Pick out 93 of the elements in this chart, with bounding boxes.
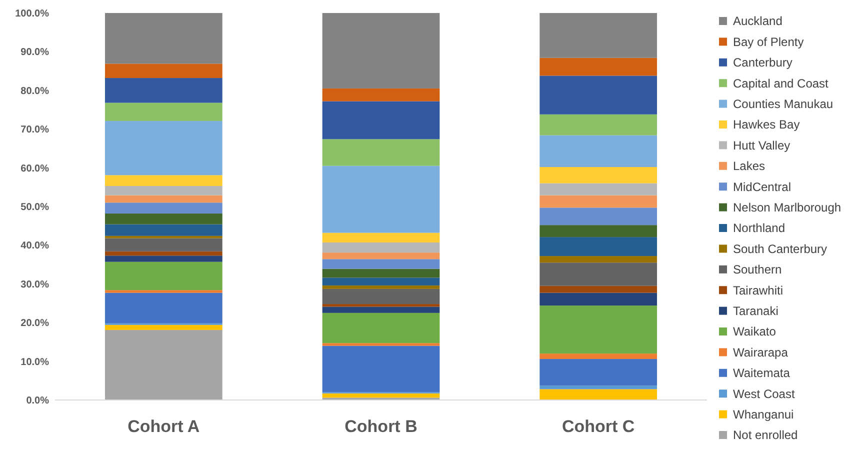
bar — [540, 306, 658, 354]
bar — [540, 354, 658, 359]
bar — [540, 262, 658, 286]
y-tick-label: 0.0% — [26, 396, 50, 406]
legend-label: Southern — [733, 262, 782, 277]
bar — [104, 202, 222, 214]
bar — [104, 175, 222, 186]
bar — [540, 237, 658, 256]
legend-label: Canterbury — [733, 56, 792, 70]
bar — [540, 208, 658, 226]
legend-label: Whanganui — [733, 408, 794, 422]
legend-label: Auckland — [733, 14, 782, 28]
bar — [322, 166, 440, 233]
legend-label: Taranaki — [733, 304, 778, 318]
bar — [104, 256, 222, 262]
bar — [104, 78, 222, 103]
bar — [540, 386, 658, 390]
legend-label: Counties Manukau — [733, 97, 834, 111]
y-tick-label: 70.0% — [20, 124, 50, 136]
bar — [540, 256, 658, 263]
bar — [104, 330, 222, 400]
bar — [322, 242, 440, 253]
bar — [104, 224, 222, 236]
bar — [540, 183, 658, 196]
y-tick-label: 30.0% — [20, 279, 50, 290]
x-tick-label: Cohort B — [344, 417, 418, 436]
legend-label: Tairawhiti — [733, 283, 784, 298]
bar — [104, 290, 222, 293]
legend-label: Bay of Plenty — [733, 34, 804, 49]
bar — [322, 285, 440, 289]
bar — [322, 252, 440, 260]
y-tick-label: 50.0% — [20, 202, 50, 213]
y-tick-label: 80.0% — [20, 86, 50, 97]
bar — [104, 213, 222, 224]
bar — [540, 76, 658, 114]
bar — [104, 262, 222, 290]
legend-label: Northland — [733, 221, 786, 236]
bar — [540, 358, 658, 386]
bar — [540, 13, 658, 58]
bar — [540, 286, 658, 293]
bar — [322, 288, 440, 304]
bar — [540, 292, 658, 306]
bar — [540, 114, 658, 136]
bar — [104, 292, 222, 324]
bar — [322, 306, 440, 313]
legend-label: Not enrolled — [733, 428, 798, 442]
bar — [322, 304, 440, 307]
bar — [540, 195, 658, 208]
bar — [540, 167, 658, 184]
bar — [322, 259, 440, 269]
bar — [322, 393, 440, 398]
bar — [540, 225, 658, 238]
bar — [104, 195, 222, 203]
legend-label: Nelson Marlborough — [733, 200, 842, 214]
legend-label: Capital and Coast — [733, 76, 830, 90]
bar — [540, 389, 658, 400]
bar — [322, 101, 440, 140]
y-tick-label: 100.0% — [15, 8, 50, 20]
y-tick-label: 60.0% — [20, 163, 50, 174]
legend-label: MidCentral — [733, 180, 792, 194]
bar — [104, 251, 222, 256]
bar — [104, 238, 222, 252]
legend-label: Wairarapa — [733, 345, 788, 360]
y-tick-label: 10.0% — [20, 356, 50, 368]
bar — [104, 102, 222, 121]
bar — [322, 88, 440, 102]
bar — [322, 343, 440, 346]
legend-label: Hutt Valley — [733, 138, 790, 152]
bar — [322, 346, 440, 392]
legend-label: Waitemata — [733, 366, 790, 380]
y-tick-label: 20.0% — [20, 318, 50, 330]
bar — [104, 186, 222, 196]
bar — [322, 268, 440, 278]
legend-label: Waikato — [733, 324, 776, 339]
bar — [322, 232, 440, 242]
bar — [540, 58, 658, 76]
legend-label: Hawkes Bay — [733, 118, 800, 132]
x-tick-label: Cohort A — [128, 417, 200, 436]
bar — [104, 120, 222, 176]
y-tick-label: 90.0% — [20, 47, 50, 58]
bar — [322, 13, 440, 88]
bar — [322, 312, 440, 344]
x-tick-label: Cohort C — [562, 417, 635, 436]
legend-label: Lakes — [733, 159, 766, 174]
bar — [322, 278, 440, 286]
y-tick-label: 40.0% — [20, 240, 50, 252]
bar — [104, 13, 222, 64]
bar — [540, 135, 658, 168]
legend-label: West Coast — [733, 386, 796, 401]
bar — [104, 64, 222, 78]
legend-label: South Canterbury — [733, 242, 828, 256]
bar — [322, 139, 440, 166]
bar — [104, 324, 222, 330]
